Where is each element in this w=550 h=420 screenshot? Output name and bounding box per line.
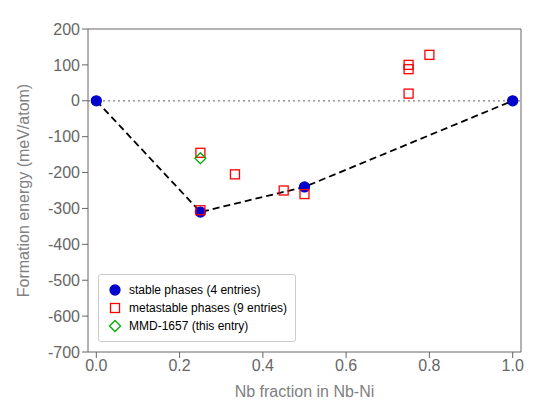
- svg-text:-500: -500: [48, 272, 80, 289]
- svg-text:200: 200: [53, 21, 80, 38]
- html-text:MMD-1657 (this entry): MMD-1657 (this entry): [129, 319, 249, 333]
- html-text:metastable phases (9 entries): metastable phases (9 entries): [129, 301, 288, 315]
- svg-text:0.4: 0.4: [252, 357, 274, 374]
- svg-text:-400: -400: [48, 236, 80, 253]
- svg-text:-300: -300: [48, 200, 80, 217]
- svg-text:100: 100: [53, 57, 80, 74]
- svg-text:0: 0: [71, 92, 80, 109]
- svg-text:Formation energy (meV/atom): Formation energy (meV/atom): [15, 84, 32, 297]
- svg-text:0.6: 0.6: [335, 357, 357, 374]
- svg-text:-600: -600: [48, 308, 80, 325]
- svg-text:0.2: 0.2: [168, 357, 190, 374]
- svg-text:-200: -200: [48, 164, 80, 181]
- svg-text:1.0: 1.0: [502, 357, 524, 374]
- svg-text:-700: -700: [48, 344, 80, 361]
- svg-text:Nb fraction in Nb-Ni: Nb fraction in Nb-Ni: [235, 383, 375, 400]
- html-text:stable phases (4 entries): stable phases (4 entries): [129, 283, 261, 297]
- svg-text:-100: -100: [48, 128, 80, 145]
- svg-text:0.8: 0.8: [418, 357, 440, 374]
- svg-text:0.0: 0.0: [85, 357, 107, 374]
